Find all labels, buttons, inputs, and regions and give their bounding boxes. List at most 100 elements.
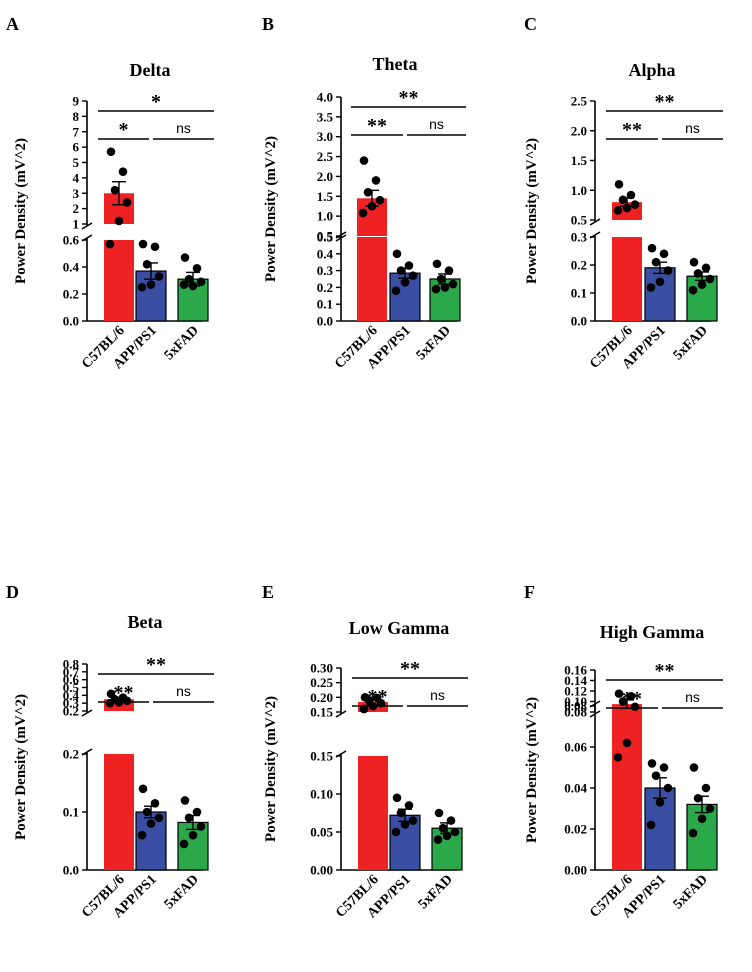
y-tick-label-upper: 0.3	[63, 696, 80, 711]
axis-break-mark	[335, 710, 347, 718]
data-point	[705, 804, 715, 813]
data-point	[196, 277, 206, 287]
data-point	[122, 198, 132, 207]
y-tick-label-upper: 2	[73, 201, 80, 216]
data-point	[137, 282, 147, 292]
y-tick-label-lower: 0.02	[564, 822, 587, 837]
y-tick-label-upper: 0.5	[571, 213, 588, 228]
bar-lower-segment	[357, 237, 387, 321]
data-point	[651, 257, 661, 267]
data-point	[179, 280, 189, 289]
data-point	[146, 280, 156, 289]
data-point	[659, 763, 669, 772]
chart-title: Alpha	[628, 60, 675, 80]
data-point	[154, 813, 164, 823]
data-point	[150, 799, 160, 808]
bar	[644, 267, 676, 322]
y-tick-label-upper: 4.0	[317, 90, 333, 105]
data-point	[196, 822, 206, 831]
data-point	[408, 271, 418, 280]
y-tick-label-lower: 0.1	[571, 286, 587, 301]
chart-title: Theta	[373, 54, 418, 74]
significance-label: **	[368, 686, 388, 708]
chart-title: Low Gamma	[349, 618, 450, 638]
significance-label: **	[622, 688, 642, 710]
data-point	[613, 752, 623, 762]
panel-c: C Alpha Power Density (mV^2) 0.5 1.0 1.5 2.0 2.…	[524, 14, 723, 372]
y-tick-label-upper: 0.5	[317, 229, 334, 244]
bar-lower-segment	[104, 240, 134, 321]
x-category-label: 5xFAD	[671, 872, 711, 912]
y-tick-label-lower: 0.0	[571, 314, 587, 329]
data-point	[618, 697, 628, 706]
y-tick-label-upper: 3.5	[317, 109, 334, 124]
significance-label: ns	[176, 120, 191, 136]
data-point	[408, 816, 418, 825]
y-tick-label-upper: 1.0	[571, 183, 587, 198]
y-tick-label-lower: 0.2	[63, 747, 79, 762]
data-point	[434, 808, 444, 818]
y-tick-label-upper: 0.7	[63, 664, 80, 679]
bar-lower-segment	[612, 706, 642, 870]
y-tick-label-upper: 4	[73, 170, 80, 185]
x-category-label: 5xFAD	[414, 323, 454, 363]
data-point	[396, 266, 406, 275]
data-point	[180, 796, 190, 805]
data-point	[391, 286, 401, 296]
significance-label: **	[655, 91, 675, 113]
data-point	[688, 828, 698, 838]
data-point	[184, 813, 194, 823]
data-point	[110, 185, 120, 195]
data-point	[613, 206, 623, 215]
y-tick-label-upper: 3	[73, 186, 80, 201]
y-tick-label-lower: 0.0	[63, 863, 79, 878]
y-tick-label-lower: 0.1	[63, 805, 79, 820]
data-point	[114, 216, 124, 226]
y-tick-label-upper: 0.14	[564, 673, 587, 688]
data-point	[655, 798, 665, 807]
data-point	[358, 208, 368, 218]
y-tick-label-upper: 3.0	[317, 129, 333, 144]
data-point	[363, 188, 373, 197]
data-point	[438, 823, 448, 833]
data-point	[701, 263, 711, 273]
significance-label: **	[146, 654, 166, 676]
data-point	[138, 784, 148, 794]
data-point	[697, 814, 707, 824]
y-tick-label-upper: 0.08	[564, 705, 587, 720]
significance-label: **	[367, 115, 387, 137]
significance-label: **	[622, 119, 642, 141]
y-tick-label-lower: 0.05	[310, 825, 333, 840]
axis-break-mark	[81, 222, 93, 230]
significance-label: ns	[429, 116, 444, 132]
data-point	[433, 835, 443, 844]
y-tick-label-upper: 0.25	[310, 675, 333, 690]
axis-break-mark	[589, 710, 601, 718]
y-tick-label-upper: 0.2	[63, 704, 79, 719]
y-tick-label-upper: 0.12	[564, 684, 587, 699]
y-tick-label-upper: 2.5	[317, 149, 334, 164]
y-tick-label-lower: 0.00	[564, 863, 587, 878]
data-point	[647, 759, 657, 768]
data-point	[646, 820, 656, 830]
y-tick-label-lower: 0.4	[317, 246, 334, 261]
y-axis-label: Power Density (mV^2)	[263, 136, 279, 282]
data-point	[105, 698, 115, 708]
data-point	[371, 176, 381, 185]
data-point	[630, 702, 640, 712]
data-point	[646, 283, 656, 292]
y-tick-label-upper: 1.0	[317, 209, 333, 224]
y-tick-label-lower: 0.3	[317, 263, 334, 278]
data-point	[622, 738, 632, 748]
data-point	[440, 283, 450, 292]
data-point	[188, 281, 198, 291]
data-point	[105, 239, 115, 249]
data-point	[626, 190, 636, 200]
y-axis-label: Power Density (mV^2)	[524, 697, 540, 843]
data-point	[618, 195, 628, 205]
data-point	[614, 689, 624, 698]
y-tick-label-lower: 0.00	[310, 863, 333, 878]
data-point	[697, 280, 707, 289]
